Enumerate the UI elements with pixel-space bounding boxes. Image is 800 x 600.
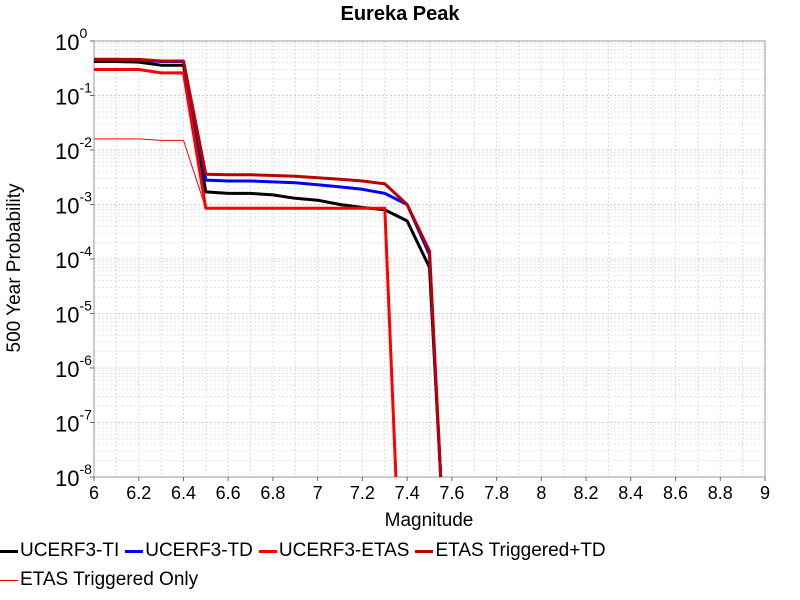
y-tick-exponent: -2 [79,134,92,150]
x-tick-label: 6 [89,483,99,503]
series-layer [94,57,443,478]
x-axis-label: Magnitude [385,510,474,531]
y-tick-label: 10-1 [55,80,92,110]
legend-swatch [0,549,18,553]
x-tick-label: 7.4 [395,483,420,503]
legend-swatch [0,579,18,581]
legend-item-ucerf3-td: UCERF3-TD [125,540,253,562]
y-axis-label: 500 Year Probability [4,183,25,353]
legend-swatch [258,549,277,553]
chart-title: Eureka Peak [341,3,461,25]
legend-item-etas-triggered-td: ETAS Triggered+TD [415,540,606,562]
x-tick-label: 7.6 [439,483,464,503]
x-tick-label: 8.4 [618,483,643,503]
y-tick-label: 10-4 [55,243,92,273]
x-tick-label: 9 [760,483,770,503]
legend-label: UCERF3-TD [145,540,253,561]
y-tick-exponent: -8 [79,461,92,477]
legend-row-2: ETAS Triggered Only [0,569,204,591]
legend-swatch [415,549,434,553]
legend-swatch [125,549,144,553]
x-tick-label: 7.8 [484,483,509,503]
series-line-ucerf3-etas [94,68,398,478]
y-tick-exponent: -1 [79,80,92,96]
legend-item-ucerf3-ti: UCERF3-TI [0,540,119,562]
x-tick-label: 8.6 [663,483,688,503]
legend-row-1: UCERF3-TI UCERF3-TD UCERF3-ETAS ETAS Tri… [0,540,612,562]
x-tick-label: 6.4 [171,483,196,503]
x-tick-label: 8.8 [708,483,733,503]
y-tick-exponent: -5 [79,298,92,314]
y-tick-label: 10-6 [55,352,92,382]
y-tick-label: 10-2 [55,134,92,164]
x-tick-label: 6.2 [126,483,151,503]
y-tick-label: 10-8 [55,461,92,491]
y-tick-label: 10-3 [55,189,92,219]
y-tick-label: 10-7 [55,407,92,437]
x-tick-label: 6.8 [260,483,285,503]
x-tick-label: 7 [313,483,323,503]
legend-label: UCERF3-ETAS [278,540,410,561]
y-axis-ticks: 100 10-1 10-2 10-3 10-4 10-5 10-6 10-7 10-8 [55,25,94,491]
y-tick-exponent: -6 [79,352,92,368]
y-tick-label: 100 [55,25,87,55]
y-tick-exponent: -7 [79,407,92,423]
legend-item-etas-triggered-only: ETAS Triggered Only [0,569,198,591]
x-tick-label: 6.6 [216,483,241,503]
legend-item-ucerf3-etas: UCERF3-ETAS [258,540,410,562]
series-line-etas-triggered-td [94,57,443,478]
series-line-etas-triggered-only [94,138,397,478]
grid [93,41,766,478]
y-tick-exponent: -4 [79,243,92,259]
x-axis-ticks: 6 6.2 6.4 6.6 6.8 7 7.2 7.4 7.6 7.8 8 8.2 8.4 8.6 8.8 9 [89,477,770,503]
legend-label: ETAS Triggered Only [20,569,199,590]
y-tick-exponent: 0 [79,25,87,41]
legend-label: ETAS Triggered+TD [435,540,606,561]
y-tick-label: 10-5 [55,298,92,328]
series-line-ucerf3-ti [94,60,443,478]
y-tick-exponent: -3 [79,189,92,205]
x-tick-label: 8 [536,483,546,503]
x-tick-label: 7.2 [350,483,375,503]
x-tick-label: 8.2 [574,483,599,503]
legend-label: UCERF3-TI [20,540,120,561]
